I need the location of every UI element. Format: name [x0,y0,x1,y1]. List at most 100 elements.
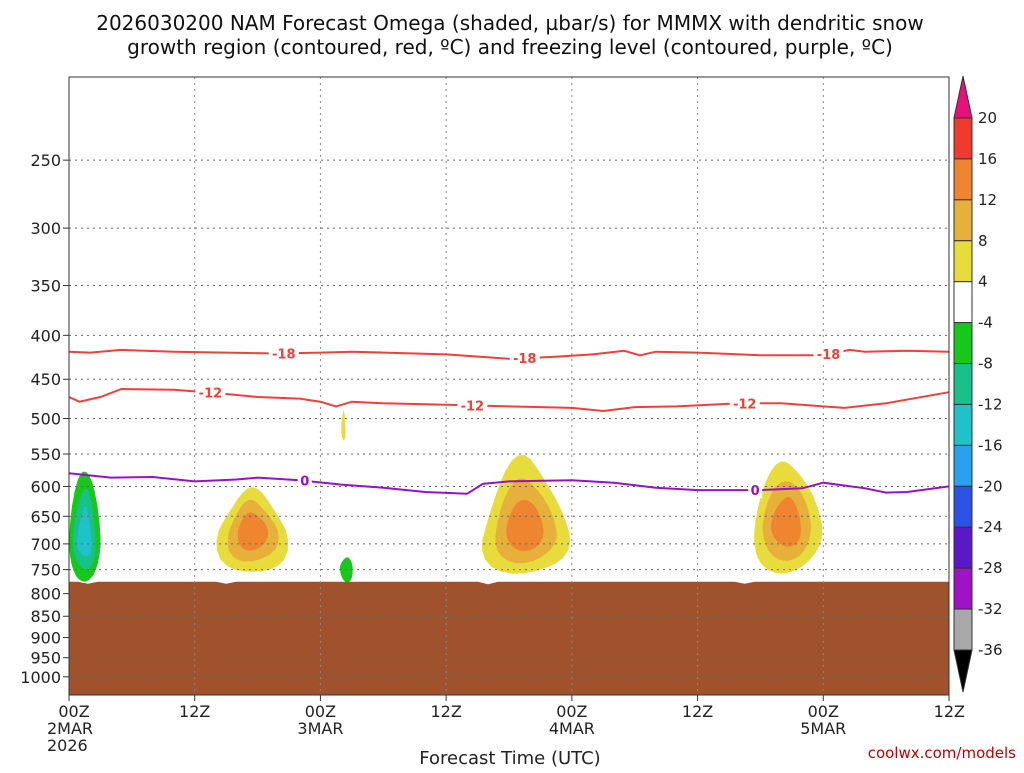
colorbar-label: -8 [978,355,993,373]
contour-label-bg [297,472,312,489]
contour-label-bg [813,346,844,363]
y-tick-label: 1000 [20,668,61,687]
x-axis-title: Forecast Time (UTC) [419,748,600,768]
contour-label: -12 [733,397,757,412]
plot-frame [68,76,950,696]
contour-lines: -18 -18 -18 -12 -12 -12 0 0 [68,345,950,499]
y-tick-label: 700 [30,535,61,554]
contour-label: -12 [199,387,223,402]
chart-title-line-2: growth region (contoured, red, ºC) and f… [127,35,893,59]
contour-label-bg [268,345,299,362]
y-tick-label: 350 [30,277,61,296]
x-tick-label: 5MAR [800,719,846,738]
y-tick-label: 500 [30,409,61,428]
colorbar-label: 12 [978,191,997,209]
colorbar-bin [953,608,973,651]
colorbar-label: 8 [978,232,988,250]
chart-title: 2026030200 NAM Forecast Omega (shaded, µ… [96,11,924,59]
colorbar-label: -24 [978,518,1003,536]
colorbar-bin [953,240,973,283]
x-tick-label: 00Z [556,702,587,721]
omega-region [754,461,823,574]
colorbar-label: -32 [978,600,1003,618]
contour-label: -12 [461,399,485,414]
x-tick-label: 4MAR [549,719,595,738]
omega-region [69,471,101,582]
contour-label-bg [509,350,540,367]
colorbar: 20 16 12 8 4 -4 -8 -12 -16 -20 -24 -28 -32 -36 [953,75,1003,693]
colorbar-bin [953,363,973,405]
y-tick-label: 650 [30,507,61,526]
contour-label: -18 [272,347,296,362]
x-tick-label: 12Z [682,702,713,721]
contour-line [68,387,950,413]
contour--12: -12 -12 -12 [68,384,950,414]
x-tick-label: 00Z [305,702,336,721]
omega-level-4 [341,410,346,441]
omega-level-12 [771,497,801,547]
chart-title-line-1: 2026030200 NAM Forecast Omega (shaded, µ… [96,11,924,35]
colorbar-bin [953,567,973,610]
y-axis: 250 300 350 400 450 500 550 600 650 700 750 800 850 9… [20,151,69,687]
colorbar-label: -12 [978,395,1003,413]
colorbar-bin [953,199,973,242]
y-tick-label: 950 [30,649,61,668]
contour--18: -18 -18 -18 [68,345,950,367]
omega-region [216,487,289,572]
x-tick-label: 3MAR [297,719,343,738]
contour-label-bg [729,395,760,412]
colorbar-label: -28 [978,559,1003,577]
y-tick-label: 250 [30,151,61,170]
y-tick-label: 300 [30,219,61,238]
colorbar-over-arrow [953,75,973,119]
credit-text: coolwx.com/models [868,744,1016,762]
x-tick-label: 12Z [934,702,965,721]
contour-label: -18 [817,348,841,363]
omega-region [482,455,571,574]
x-tick-label: 2MAR [47,719,93,738]
colorbar-bin [953,281,973,324]
colorbar-label: 16 [978,150,997,168]
colorbar-bin [953,485,973,528]
colorbar-bin [953,403,973,446]
y-tick-label: 750 [30,561,61,580]
x-tick-label: 00Z [808,702,839,721]
colorbar-bin [953,158,973,201]
x-tick-label: 00Z [58,702,89,721]
y-tick-label: 400 [30,326,61,345]
contour-label-bg [748,482,763,499]
contour-label: -18 [513,352,537,367]
colorbar-bin [953,322,973,365]
colorbar-label: -16 [978,436,1003,454]
contour-label: 0 [751,484,760,499]
y-tick-label: 600 [30,477,61,496]
colorbar-label: -36 [978,641,1003,659]
colorbar-bin [953,117,973,160]
x-tick-label: 12Z [430,702,461,721]
colorbar-label: 4 [978,273,988,291]
x-tick-label: 2026 [47,736,88,755]
colorbar-under-arrow [953,649,973,693]
omega-level-12 [237,512,269,551]
colorbar-label: 20 [978,109,997,127]
colorbar-bin [953,444,973,487]
y-tick-label: 800 [30,585,61,604]
contour-label-bg [457,397,488,414]
contour-label-bg [195,384,226,401]
y-tick-label: 900 [30,629,61,648]
y-tick-label: 550 [30,445,61,464]
contour-label: 0 [300,475,309,490]
y-tick-label: 850 [30,607,61,626]
omega-level-12 [506,499,544,552]
colorbar-bin [953,526,973,569]
omega-region [341,410,346,441]
terrain-surface [69,581,949,695]
plot-area [69,410,949,695]
y-tick-label: 450 [30,370,61,389]
contour-line [68,472,950,495]
colorbar-label: -4 [978,314,993,332]
x-tick-label: 12Z [179,702,210,721]
